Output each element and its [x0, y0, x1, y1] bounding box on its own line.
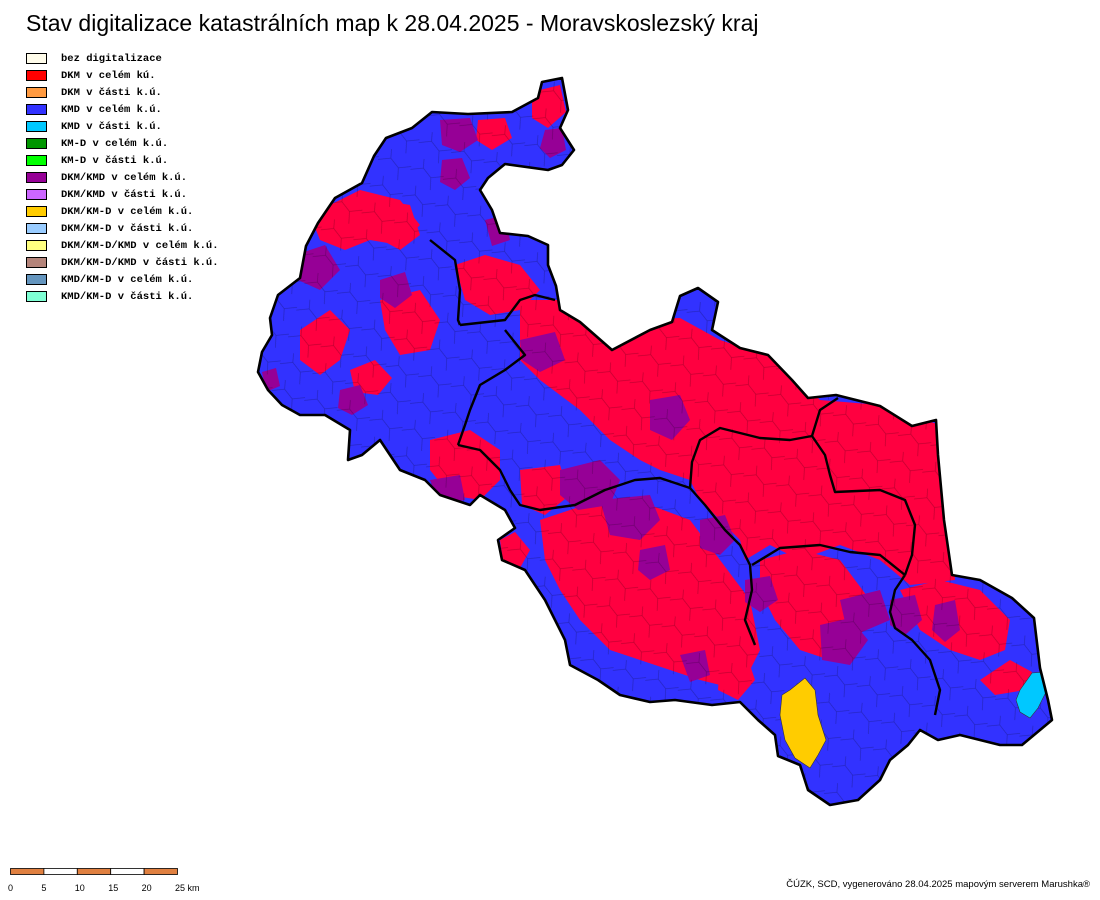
legend-swatch — [26, 87, 47, 98]
scale-label: 20 — [141, 883, 152, 893]
legend-item: DKM/KMD v celém k.ú. — [26, 169, 219, 186]
legend-label: bez digitalizace — [61, 52, 162, 65]
scale-bar — [10, 868, 178, 875]
legend-swatch — [26, 223, 47, 234]
legend-swatch — [26, 274, 47, 285]
legend-item: DKM/KM-D v celém k.ú. — [26, 203, 219, 220]
legend-item: DKM/KM-D v části k.ú. — [26, 220, 219, 237]
scale-label: 25 km — [175, 883, 200, 893]
legend-label: DKM/KMD v celém k.ú. — [61, 171, 188, 184]
legend-item: bez digitalizace — [26, 50, 219, 67]
scale-segment — [43, 868, 78, 875]
scale-segment — [76, 868, 112, 875]
legend-swatch — [26, 291, 47, 302]
legend-item: KMD/KM-D v celém k.ú. — [26, 271, 219, 288]
legend-label: DKM v části k.ú. — [61, 86, 162, 99]
region-outline — [256, 76, 1054, 807]
legend-label: DKM/KM-D v části k.ú. — [61, 222, 194, 235]
legend-label: DKM v celém kú. — [61, 69, 156, 82]
scale-label: 5 — [41, 883, 47, 893]
legend: bez digitalizace DKM v celém kú. DKM v čás… — [26, 50, 219, 305]
map-title: Stav digitalizace katastrálních map k 28… — [26, 10, 759, 36]
legend-label: DKM/KM-D v celém k.ú. — [61, 205, 194, 218]
legend-label: DKM/KMD v části k.ú. — [61, 188, 188, 201]
legend-swatch — [26, 155, 47, 166]
legend-item: DKM/KM-D/KMD v části k.ú. — [26, 254, 219, 271]
legend-label: KMD v části k.ú. — [61, 120, 162, 133]
legend-swatch — [26, 189, 47, 200]
legend-swatch — [26, 104, 47, 115]
legend-swatch — [26, 138, 47, 149]
legend-swatch — [26, 257, 47, 268]
legend-item: KM-D v celém k.ú. — [26, 135, 219, 152]
legend-label: KMD v celém k.ú. — [61, 103, 162, 116]
legend-item: KMD/KM-D v části k.ú. — [26, 288, 219, 305]
legend-item: DKM v celém kú. — [26, 67, 219, 84]
scale-segment — [143, 868, 178, 875]
legend-label: DKM/KM-D/KMD v části k.ú. — [61, 256, 219, 269]
scale-segment — [110, 868, 145, 875]
legend-swatch — [26, 240, 47, 251]
legend-item: KMD v celém k.ú. — [26, 101, 219, 118]
legend-swatch — [26, 172, 47, 183]
legend-item: DKM/KM-D/KMD v celém k.ú. — [26, 237, 219, 254]
legend-label: KMD/KM-D v části k.ú. — [61, 290, 194, 303]
legend-item: KMD v části k.ú. — [26, 118, 219, 135]
legend-item: DKM/KMD v části k.ú. — [26, 186, 219, 203]
credit-text: ČÚZK, SCD, vygenerováno 28.04.2025 mapov… — [786, 879, 1090, 890]
scale-label: 10 — [74, 883, 85, 893]
legend-item: KM-D v části k.ú. — [26, 152, 219, 169]
scale-label: 0 — [8, 883, 14, 893]
legend-swatch — [26, 121, 47, 132]
legend-item: DKM v části k.ú. — [26, 84, 219, 101]
legend-label: KMD/KM-D v celém k.ú. — [61, 273, 194, 286]
scale-segment — [10, 868, 45, 875]
legend-swatch — [26, 70, 47, 81]
legend-label: KM-D v části k.ú. — [61, 154, 169, 167]
legend-swatch — [26, 206, 47, 217]
legend-label: DKM/KM-D/KMD v celém k.ú. — [61, 239, 219, 252]
scale-label: 15 — [108, 883, 119, 893]
legend-swatch — [26, 53, 47, 64]
legend-label: KM-D v celém k.ú. — [61, 137, 169, 150]
